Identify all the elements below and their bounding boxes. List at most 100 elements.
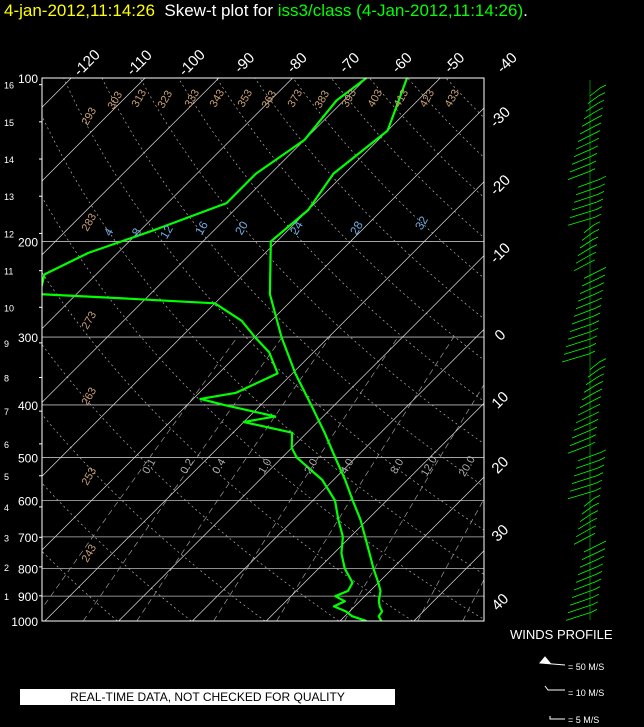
dry-adiabat-label: 343 xyxy=(208,88,228,110)
height-tick-label: 10 xyxy=(4,303,14,313)
wind-barb xyxy=(567,490,596,500)
pressure-tick-label: 200 xyxy=(18,235,38,249)
dry-adiabat-label: 283 xyxy=(80,212,100,234)
wind-barb xyxy=(571,156,592,165)
wind-barb xyxy=(571,201,598,211)
height-tick-label: 8 xyxy=(4,373,9,383)
wind-barb xyxy=(573,148,593,158)
wind-barb-flag xyxy=(599,358,607,362)
height-tick-label: 4 xyxy=(4,503,9,513)
wind-barb xyxy=(581,391,597,401)
wind-barb-flag xyxy=(595,115,603,119)
temp-right-label: 0 xyxy=(491,326,509,344)
wind-barb xyxy=(583,224,595,234)
dry-adiabat xyxy=(369,78,484,198)
isotherm-line xyxy=(42,78,220,256)
wind-barb-flag xyxy=(596,563,604,568)
wind-barb-flag xyxy=(593,495,601,499)
wind-barb-flag xyxy=(599,449,607,454)
dry-adiabat-label: 303 xyxy=(106,90,126,112)
wind-barb xyxy=(579,513,593,522)
wind-barb xyxy=(569,209,597,218)
wind-barb-flag xyxy=(593,403,601,408)
dry-adiabat-label: 243 xyxy=(80,543,100,565)
dry-adiabat-label: 383 xyxy=(313,89,333,111)
wind-legend-10: = 10 M/S xyxy=(568,688,605,698)
isotherm-line xyxy=(192,328,484,621)
dry-adiabat-label: 413 xyxy=(392,88,412,110)
wind-barb xyxy=(573,194,599,203)
wind-barb xyxy=(585,102,599,112)
temp-right-label: 20 xyxy=(488,453,512,477)
wind-barb-flag xyxy=(591,236,599,241)
wind-barb xyxy=(573,536,590,545)
wind-barb xyxy=(567,444,590,454)
wind-barb-flag xyxy=(590,517,598,522)
temp-top-label: -90 xyxy=(231,49,258,76)
wind-barb-flag xyxy=(597,191,605,195)
dry-adiabat xyxy=(42,482,192,621)
wind-barb xyxy=(563,346,591,355)
temp-top-label: -120 xyxy=(70,46,103,79)
temp-right-label: 40 xyxy=(488,590,512,614)
wind-barb xyxy=(587,368,600,378)
height-tick-label: 7 xyxy=(4,407,9,417)
height-tick-label: 9 xyxy=(4,339,9,349)
height-tick-label: 14 xyxy=(4,155,14,165)
wind-barb xyxy=(577,247,592,256)
wind-barb xyxy=(577,452,601,462)
wind-barb-flag xyxy=(595,297,603,302)
mixing-ratio-label: 28 xyxy=(347,218,366,237)
wind-barb-flag xyxy=(592,502,600,507)
wind-barb xyxy=(569,437,591,446)
wind-barb xyxy=(575,254,591,264)
dry-adiabat xyxy=(292,78,484,279)
wind-barb-flag xyxy=(590,244,598,248)
wind-barb xyxy=(575,528,591,538)
height-tick-label: 15 xyxy=(4,118,14,128)
wind-barb xyxy=(577,178,601,188)
wind-barb-flag xyxy=(598,274,606,279)
mixing-ratio-label: 0.4 xyxy=(210,457,228,476)
isotherm-line xyxy=(42,78,146,182)
mixing-ratio-label: 0.2 xyxy=(178,457,196,476)
dry-adiabat xyxy=(254,78,484,320)
wind-barb-flag xyxy=(590,609,598,613)
title-end: . xyxy=(523,1,528,20)
wind-barb-flag xyxy=(592,137,600,142)
dry-adiabat xyxy=(42,344,340,621)
pressure-tick-label: 600 xyxy=(18,495,38,509)
wind-barb-flag xyxy=(593,586,601,590)
isotherm-line xyxy=(42,78,367,403)
dry-adiabat-label: 423 xyxy=(418,88,438,110)
wind-barb xyxy=(587,95,600,104)
winds-profile-label: WINDS PROFILE xyxy=(510,627,613,642)
wind-barb-flag xyxy=(594,305,602,309)
mixing-ratio-line xyxy=(595,337,644,621)
dry-adiabat-label: 263 xyxy=(80,386,100,408)
wind-barb-flag xyxy=(598,365,606,370)
mixing-ratio-label: 8.0 xyxy=(388,457,406,476)
mixing-ratio-label: 12 xyxy=(157,222,176,241)
height-tick-label: 16 xyxy=(4,81,14,91)
pressure-tick-label: 500 xyxy=(18,452,38,466)
pressure-tick-label: 100 xyxy=(18,72,38,86)
wind-barb-flag xyxy=(594,213,602,218)
wind-barb xyxy=(565,612,592,621)
dry-adiabat xyxy=(483,78,484,79)
wind-barb xyxy=(579,285,599,294)
wind-legend-50: = 50 M/S xyxy=(568,662,605,672)
temp-top-label: -110 xyxy=(123,47,155,79)
wind-barb xyxy=(571,429,592,439)
mixing-ratio-line xyxy=(522,337,644,621)
wind-barb xyxy=(583,498,595,507)
wind-barb xyxy=(569,323,594,332)
wind-barb xyxy=(571,589,595,598)
pressure-tick-label: 700 xyxy=(18,531,38,545)
dewpoint-line xyxy=(42,78,368,621)
wind-barb xyxy=(577,406,595,416)
wind-barb xyxy=(577,520,592,530)
wind-barb xyxy=(573,581,596,591)
wind-barb-flag xyxy=(589,160,597,165)
isotherm-line xyxy=(42,107,484,551)
